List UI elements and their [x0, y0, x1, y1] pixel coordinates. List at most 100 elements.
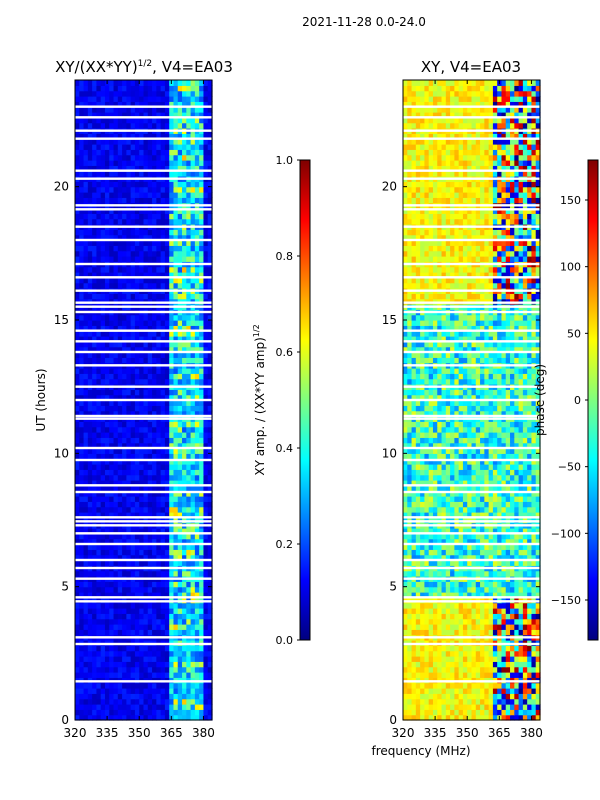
amplitude-heatmap-cell	[122, 277, 127, 284]
amplitude-heatmap-cell	[100, 682, 106, 689]
amplitude-heatmap-cell	[156, 117, 162, 124]
phase-heatmap-cell	[484, 650, 490, 657]
amplitude-heatmap-cell	[160, 144, 166, 150]
amplitude-heatmap-cell	[126, 506, 132, 513]
amplitude-heatmap-cell	[207, 170, 213, 177]
amplitude-heatmap-cell	[139, 330, 145, 337]
phase-heatmap-cell	[411, 570, 417, 577]
amplitude-heatmap-cell	[100, 314, 106, 321]
amplitude-heatmap-cell	[203, 341, 209, 348]
amplitude-heatmap-cell	[169, 608, 175, 614]
amplitude-heatmap-cell	[96, 240, 102, 246]
amplitude-heatmap-cell	[164, 218, 170, 225]
amplitude-heatmap-cell	[156, 672, 162, 678]
amplitude-heatmap-cell	[143, 250, 149, 257]
amplitude-heatmap-cell	[177, 624, 183, 630]
amplitude-heatmap-cell	[117, 213, 123, 220]
amplitude-heatmap-cell	[194, 469, 200, 476]
phase-heatmap-cell	[403, 544, 408, 550]
amplitude-heatmap-cell	[104, 170, 110, 177]
amplitude-heatmap-cell	[87, 213, 93, 220]
amplitude-heatmap-cell	[156, 549, 162, 556]
phase-heatmap-cell	[432, 613, 438, 620]
phase-heatmap-cell	[467, 592, 473, 598]
amplitude-heatmap-cell	[134, 544, 140, 550]
amplitude-heatmap-cell	[92, 346, 98, 353]
amplitude-heatmap-cell	[113, 314, 119, 321]
amplitude-heatmap-cell	[199, 405, 205, 412]
amplitude-heatmap-cell	[147, 693, 153, 700]
amplitude-heatmap-cell	[87, 464, 93, 470]
amplitude-heatmap-cell	[182, 453, 187, 460]
phase-heatmap-cell	[514, 544, 520, 550]
amplitude-heatmap-cell	[173, 442, 179, 449]
amplitude-heatmap-cell	[122, 325, 127, 332]
amplitude-heatmap-cell	[79, 192, 85, 198]
amplitude-heatmap-cell	[169, 218, 175, 225]
amplitude-heatmap-cell	[186, 336, 192, 342]
amplitude-heatmap-cell	[139, 608, 145, 614]
amplitude-heatmap-cell	[122, 400, 127, 406]
amplitude-heatmap-cell	[199, 293, 205, 300]
amplitude-heatmap-cell	[156, 122, 162, 129]
phase-heatmap-cell	[535, 661, 541, 668]
amplitude-heatmap-cell	[126, 645, 132, 652]
amplitude-heatmap-cell	[177, 650, 183, 657]
amplitude-heatmap-cell	[87, 666, 93, 673]
amplitude-heatmap-cell	[104, 448, 110, 454]
amplitude-heatmap-cell	[182, 213, 187, 220]
amplitude-heatmap-cell	[139, 325, 145, 332]
amplitude-heatmap-cell	[92, 133, 98, 140]
phase-heatmap-cell	[420, 602, 426, 609]
amplitude-heatmap-cell	[79, 357, 85, 364]
amplitude-heatmap-cell	[126, 250, 132, 257]
phase-heatmap-cell	[480, 554, 485, 561]
amplitude-heatmap-cell	[139, 602, 145, 609]
amplitude-heatmap-cell	[190, 149, 196, 156]
amplitude-heatmap-cell	[75, 432, 80, 438]
phase-heatmap-cell	[445, 656, 451, 662]
amplitude-heatmap-cell	[147, 357, 153, 364]
amplitude-heatmap-cell	[83, 112, 89, 118]
amplitude-flagged-gap	[75, 364, 212, 367]
phase-heatmap-cell	[484, 629, 490, 636]
amplitude-heatmap-cell	[139, 656, 145, 662]
amplitude-heatmap-cell	[83, 394, 89, 401]
amplitude-heatmap-cell	[203, 421, 209, 428]
amplitude-heatmap-cell	[134, 682, 140, 689]
amplitude-heatmap-cell	[177, 106, 183, 113]
amplitude-heatmap-cell	[147, 272, 153, 278]
phase-heatmap-cell	[497, 570, 503, 577]
amplitude-heatmap-cell	[186, 277, 192, 284]
phase-heatmap-cell	[420, 672, 426, 678]
amplitude-heatmap-cell	[156, 378, 162, 385]
phase-heatmap-cell	[484, 554, 490, 561]
amplitude-heatmap-cell	[199, 656, 205, 662]
phase-heatmap-cell	[475, 656, 481, 662]
amplitude-heatmap-cell	[79, 544, 85, 550]
phase-heatmap-cell	[424, 560, 430, 566]
phase-heatmap-cell	[437, 650, 443, 657]
phase-heatmap-cell	[424, 666, 430, 673]
phase-heatmap-cell	[424, 549, 430, 556]
phase-heatmap-cell	[420, 704, 426, 710]
amplitude-heatmap-cell	[182, 581, 187, 588]
amplitude-heatmap-cell	[143, 469, 149, 476]
phase-heatmap-cell	[411, 661, 417, 668]
phase-heatmap-cell	[450, 560, 455, 566]
amplitude-heatmap-cell	[96, 506, 102, 513]
amplitude-heatmap-cell	[109, 346, 115, 353]
amplitude-heatmap-cell	[156, 314, 162, 321]
amplitude-heatmap-cell	[104, 533, 110, 540]
amplitude-heatmap-cell	[152, 197, 157, 204]
amplitude-heatmap-cell	[109, 501, 115, 508]
phase-heatmap-cell	[531, 709, 537, 716]
amplitude-heatmap-cell	[199, 133, 205, 140]
amplitude-heatmap-cell	[92, 512, 98, 518]
amplitude-heatmap-cell	[203, 181, 209, 188]
amplitude-heatmap-cell	[143, 197, 149, 204]
amplitude-heatmap-cell	[134, 314, 140, 321]
amplitude-heatmap-cell	[117, 341, 123, 348]
amplitude-heatmap-cell	[117, 544, 123, 550]
amplitude-heatmap-cell	[173, 618, 179, 625]
